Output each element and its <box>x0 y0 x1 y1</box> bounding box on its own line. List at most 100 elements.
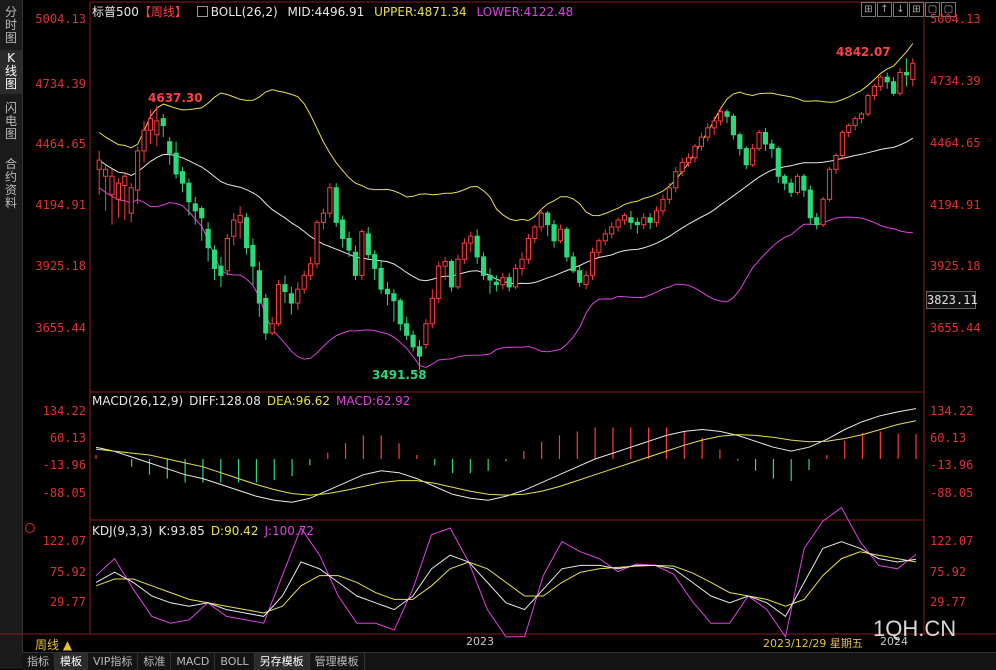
macd-y-tick-right: -13.96 <box>930 458 974 472</box>
candle-body <box>609 226 615 235</box>
candle-body <box>115 182 122 200</box>
macd-y-tick-left: -88.05 <box>42 486 86 500</box>
candle-body <box>365 233 371 256</box>
candle-body <box>756 131 762 150</box>
low-annotation: 3491.58 <box>372 368 427 382</box>
candle-body <box>173 152 179 175</box>
tab-lightning[interactable]: 闪电图 <box>4 101 17 141</box>
candle-body <box>218 265 224 276</box>
candle-body <box>858 113 865 120</box>
window-down-icon[interactable]: ↓ <box>893 2 908 17</box>
candle-body <box>615 219 621 228</box>
candle-body <box>532 226 538 239</box>
candle-body <box>205 228 211 249</box>
candle-body <box>122 175 128 186</box>
y-tick-right: 4734.39 <box>930 74 981 88</box>
macd-dea-line <box>95 420 917 496</box>
kdj-label: KDJ(9,3,3) <box>92 524 153 538</box>
tab-vip-indicators[interactable]: VIP指标 <box>88 653 139 670</box>
boll-lower-line <box>98 187 913 369</box>
y-tick-left: 4734.39 <box>35 77 86 91</box>
candle-body <box>493 281 499 286</box>
macd-y-tick-left: -13.96 <box>42 458 86 472</box>
tab-indicators[interactable]: 指标 <box>22 653 55 670</box>
symbol-label: 标普500 <box>92 5 139 19</box>
candle-body <box>423 323 429 346</box>
candle-body <box>852 118 858 127</box>
candle-body <box>525 237 532 260</box>
kdj-j-line <box>95 506 917 639</box>
candle-body <box>269 323 275 334</box>
kdj-y-tick-right: 122.07 <box>930 534 974 548</box>
candle-body <box>211 249 218 269</box>
candle-body <box>596 240 602 253</box>
kdj-d-line <box>95 551 917 614</box>
candle-body <box>199 208 205 219</box>
macd-y-tick-left: 134.22 <box>42 404 86 418</box>
tab-manage-templates[interactable]: 管理模板 <box>310 653 365 670</box>
window-up-icon[interactable]: ↑ <box>877 2 892 17</box>
window-grid-icon[interactable]: ⊞ <box>861 2 876 17</box>
candle-body <box>314 221 320 265</box>
candle-body <box>109 175 115 196</box>
macd-y-tick-left: 60.13 <box>49 431 86 445</box>
high-annotation-right: 4842.07 <box>836 45 891 59</box>
candle-body <box>621 214 628 221</box>
window-restore-icon[interactable]: ▢ <box>925 2 940 17</box>
candle-body <box>897 72 903 94</box>
candle-body <box>448 261 455 288</box>
candle-body <box>865 95 871 115</box>
kdj-y-tick-left: 75.92 <box>49 565 86 579</box>
candle-body <box>602 233 608 242</box>
candle-body <box>301 274 307 290</box>
candle-body <box>378 267 384 290</box>
tab-timeshare[interactable]: 分时图 <box>4 5 17 45</box>
candle-body <box>147 118 154 131</box>
candle-body <box>782 175 788 184</box>
candle-body <box>513 267 519 288</box>
window-maximize-icon[interactable]: ▢ <box>941 2 956 17</box>
y-tick-left: 3925.18 <box>35 259 86 273</box>
boll-upper: UPPER:4871.34 <box>374 5 467 19</box>
kdj-y-tick-left: 29.77 <box>49 595 86 609</box>
candle-body <box>436 265 442 299</box>
candle-body <box>698 136 704 147</box>
candle-body <box>846 125 852 133</box>
candle-body <box>397 300 403 325</box>
candle-body <box>256 270 262 304</box>
candle-body <box>320 212 327 223</box>
kdj-d: D:90.42 <box>210 524 259 538</box>
kdj-settings-icon[interactable] <box>25 523 35 533</box>
candle-body <box>275 284 282 325</box>
y-tick-right: 4194.91 <box>930 198 981 212</box>
tab-contract-info[interactable]: 合约资料 <box>4 157 17 210</box>
macd-y-tick-right: 60.13 <box>930 431 967 445</box>
tab-macd[interactable]: MACD <box>171 653 216 670</box>
kdj-y-tick-right: 29.77 <box>930 595 967 609</box>
period-indicator[interactable]: 周线 ▲ <box>35 636 72 653</box>
candle-body <box>103 168 109 177</box>
tab-boll[interactable]: BOLL <box>215 653 255 670</box>
window-split-icon[interactable]: ⊞ <box>909 2 924 17</box>
watermark: 1QH.CN <box>873 616 957 641</box>
macd-diff-line <box>95 408 917 503</box>
candle-body <box>179 171 186 184</box>
tab-save-template[interactable]: 另存模板 <box>254 653 310 670</box>
candle-body <box>410 334 416 348</box>
candle-body <box>141 129 147 152</box>
candle-body <box>890 81 897 94</box>
tab-kline[interactable]: K线图 <box>0 50 22 94</box>
candle-body <box>570 256 576 272</box>
kdj-y-tick-left: 122.07 <box>42 534 86 548</box>
candle-body <box>455 258 461 288</box>
candle-body <box>647 217 653 223</box>
indicator-box-icon[interactable] <box>196 6 208 17</box>
candle-body <box>372 254 378 269</box>
tab-template[interactable]: 模板 <box>55 653 88 670</box>
candle-body <box>557 228 564 242</box>
macd-y-tick-right: 134.22 <box>930 404 974 418</box>
candle-body <box>801 175 807 191</box>
candle-body <box>474 235 480 258</box>
tab-standard[interactable]: 标准 <box>138 653 172 670</box>
